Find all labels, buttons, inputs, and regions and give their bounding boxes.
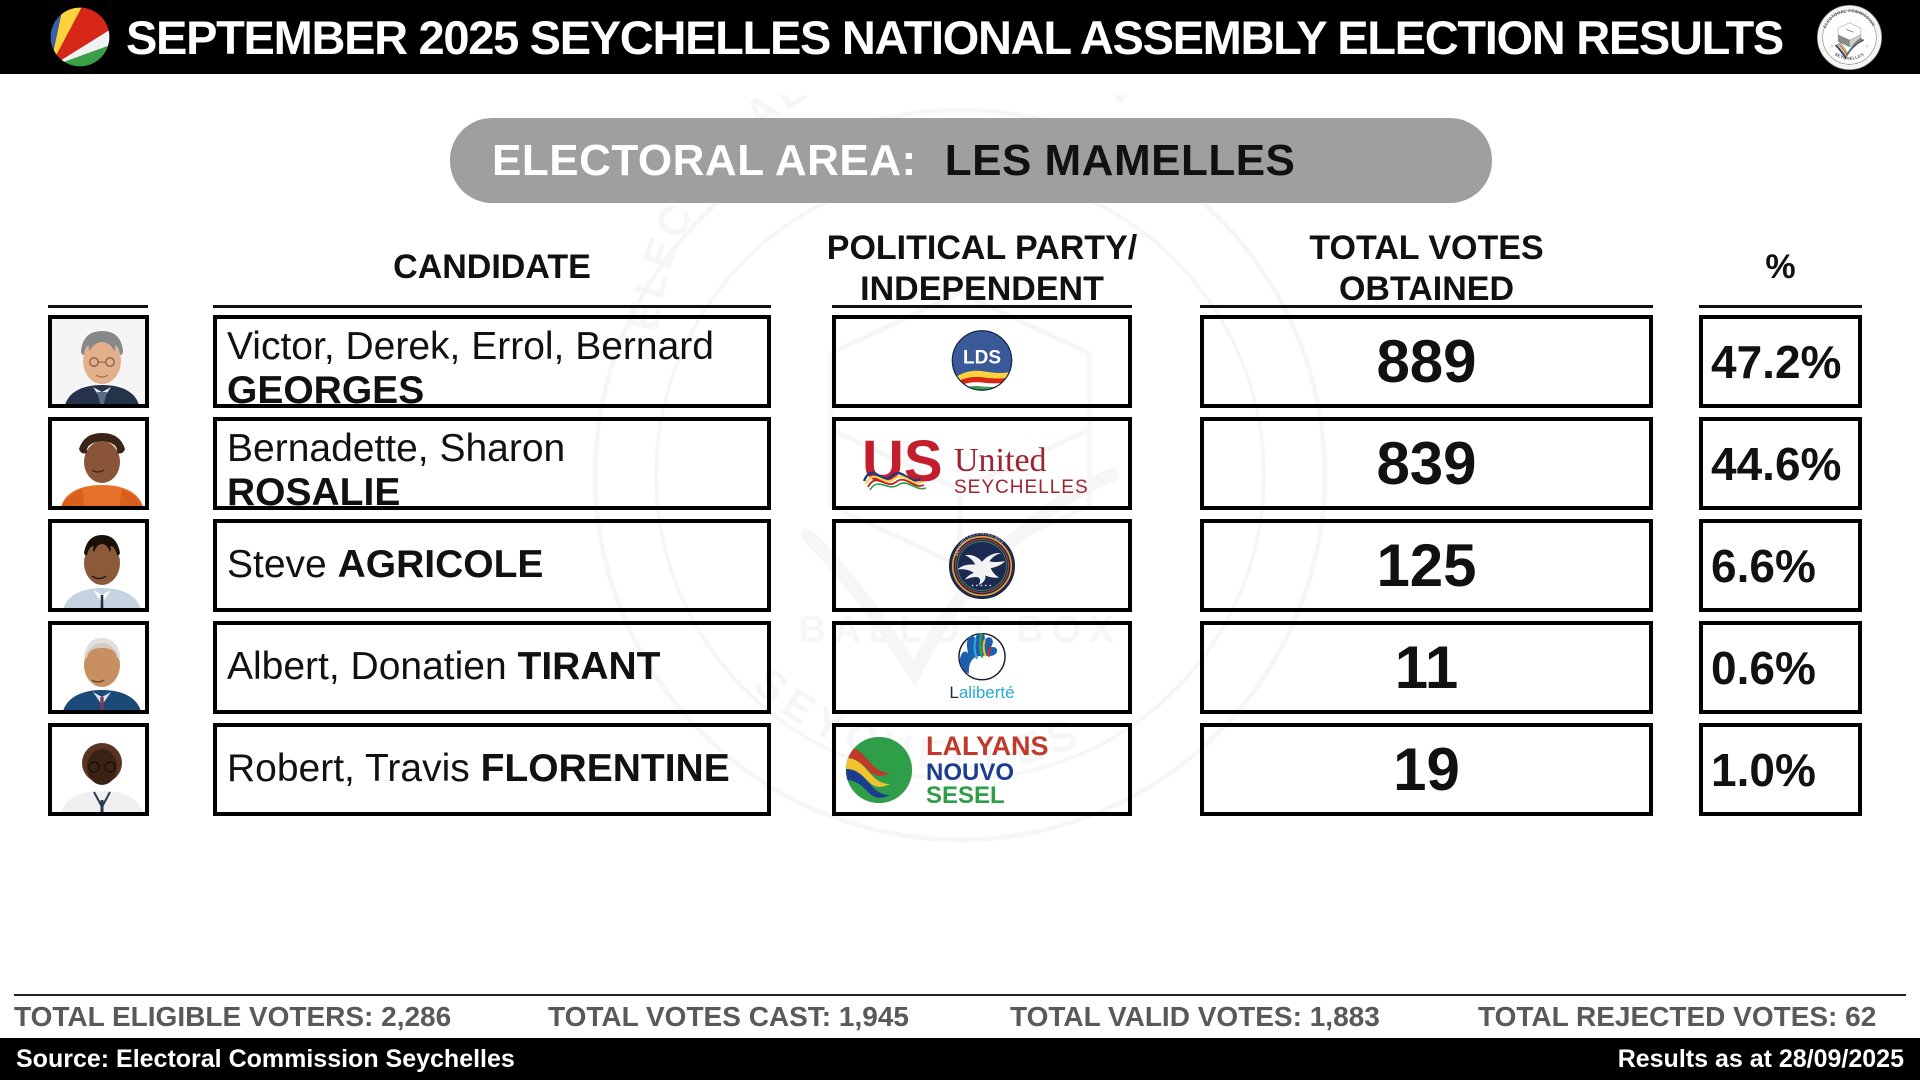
svg-text:SESEL: SESEL <box>926 782 1005 807</box>
svg-text:LDS: LDS <box>963 347 1001 368</box>
svg-text:United: United <box>954 442 1047 479</box>
svg-text:LALYANS: LALYANS <box>926 733 1049 761</box>
svg-text:SEYCHELLES: SEYCHELLES <box>954 477 1089 497</box>
svg-text:★★★★★: ★★★★★ <box>971 583 993 587</box>
